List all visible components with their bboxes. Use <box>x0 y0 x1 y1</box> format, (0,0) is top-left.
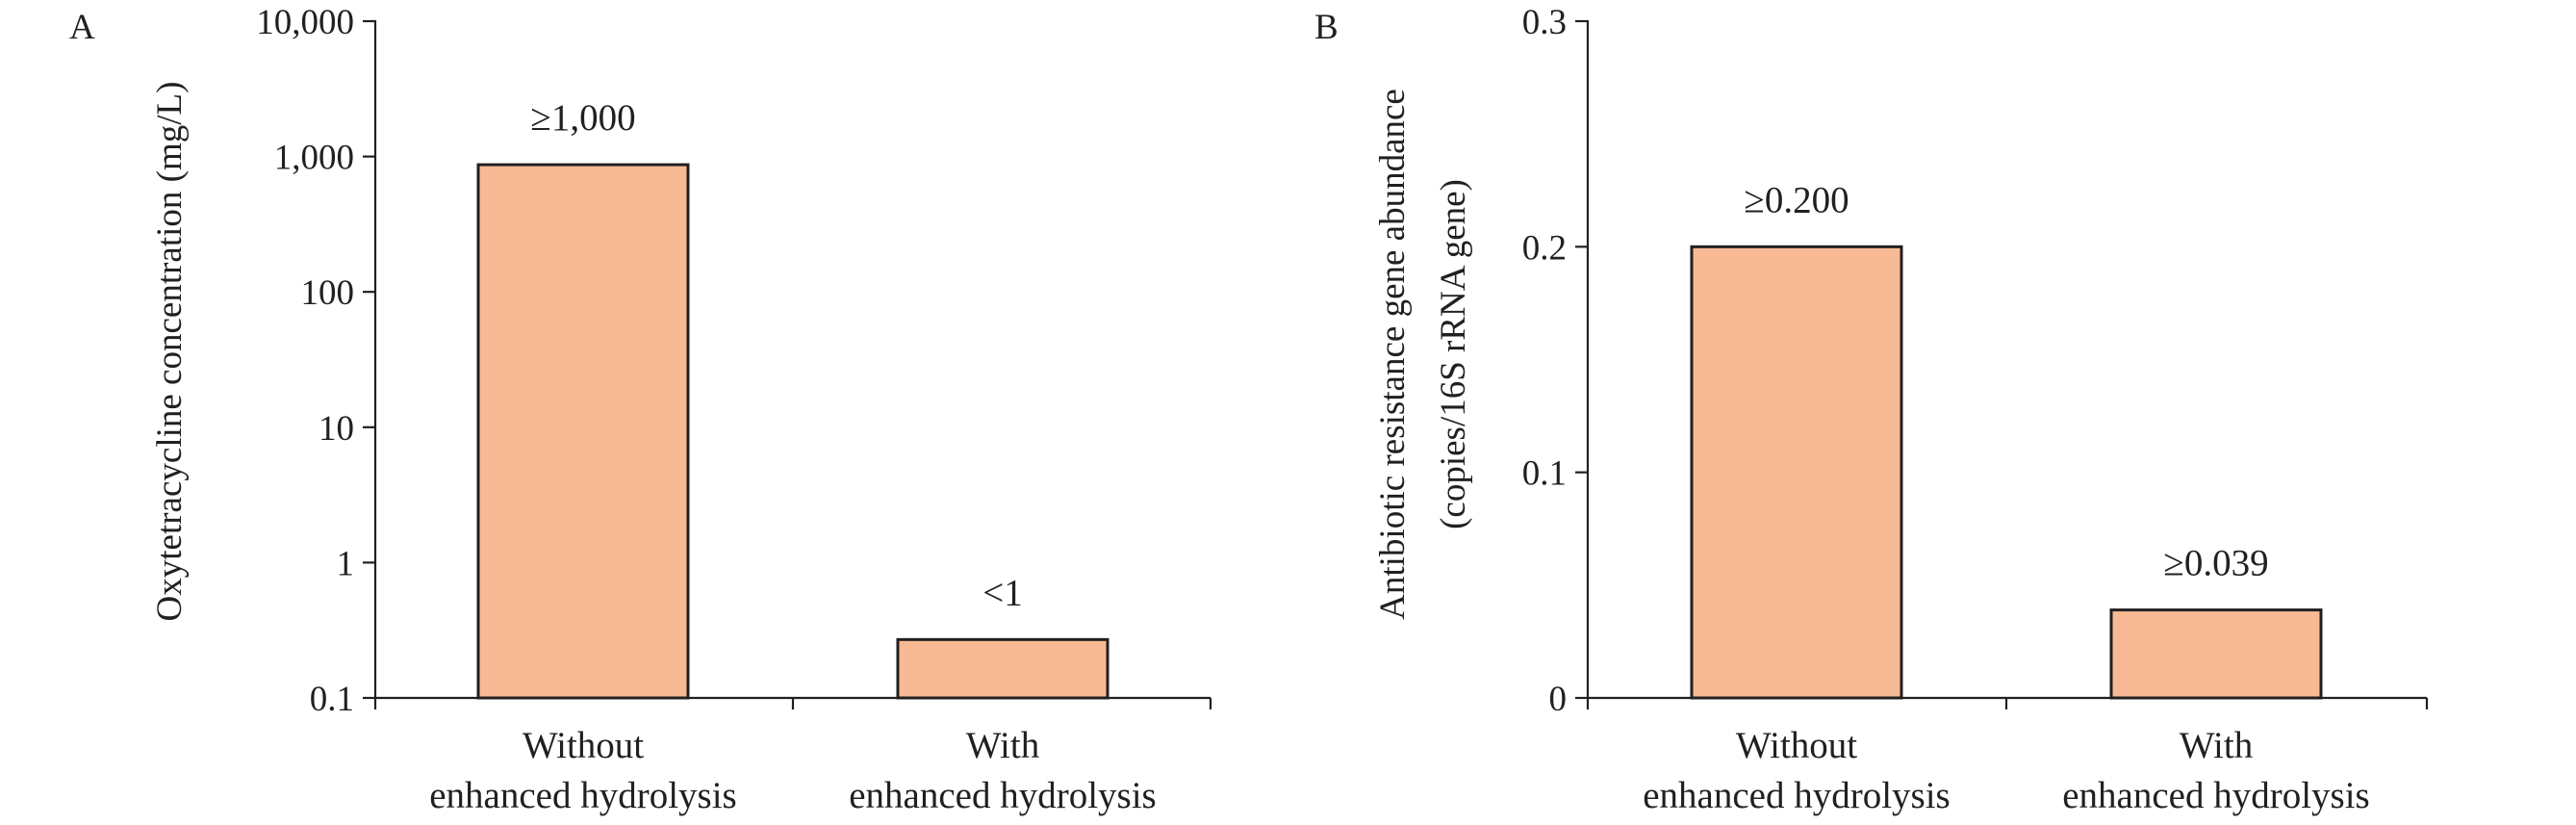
data-label: ≥1,000 <box>530 97 635 139</box>
bars-b: ≥0.200 ≥0.039 <box>1690 179 2323 700</box>
y-tick-label: 1 <box>337 544 355 583</box>
y-tick-label: 0 <box>1549 680 1568 719</box>
panel-label-a: A <box>69 8 95 47</box>
bars-a: ≥1,000 <1 <box>476 97 1109 700</box>
y-axis-label-a: Oxytetracycline concentration (mg/L) <box>150 82 190 622</box>
data-label: ≥0.200 <box>1744 179 1849 220</box>
y-tick-label: 10,000 <box>256 3 354 42</box>
bar <box>1690 245 1903 700</box>
panel-label-b: B <box>1314 8 1339 47</box>
axes-a: 0.1 1 10 100 1,000 10,000 Without enhanced hydr… <box>256 3 1212 816</box>
y-tick-label: 0.1 <box>1522 454 1567 494</box>
bar <box>896 637 1109 700</box>
x-tick-label: enhanced hydrolysis <box>429 775 737 816</box>
data-label: <1 <box>982 572 1023 613</box>
y-tick-label: 1,000 <box>274 139 354 178</box>
x-tick-label: enhanced hydrolysis <box>2062 775 2370 816</box>
y-tick-label: 10 <box>319 409 354 449</box>
y-axis-label-b-line-2: (copies/16S rRNA gene) <box>1434 179 1473 529</box>
x-tick-label: With <box>2180 725 2253 766</box>
x-tick-label: enhanced hydrolysis <box>1643 775 1951 816</box>
x-tick-label: enhanced hydrolysis <box>849 775 1157 816</box>
bar <box>2109 608 2323 700</box>
y-axis-label-b-line-1: Antibiotic resistance gene abundance <box>1373 89 1413 620</box>
data-label: ≥0.039 <box>2163 543 2268 584</box>
y-tick-label: 0.2 <box>1522 228 1567 268</box>
y-tick-label: 0.1 <box>310 680 354 719</box>
y-tick-label: 100 <box>301 273 355 313</box>
x-tick-label: Without <box>523 725 644 766</box>
x-tick-label: Without <box>1736 725 1857 766</box>
chart-panel-b: B Antibiotic resistance gene abundance (… <box>1314 3 2429 816</box>
chart-panel-a: A Oxytetracycline concentration (mg/L) 0… <box>69 3 1212 816</box>
x-tick-label: With <box>966 725 1039 766</box>
bar <box>476 163 690 700</box>
y-tick-label: 0.3 <box>1522 3 1567 42</box>
